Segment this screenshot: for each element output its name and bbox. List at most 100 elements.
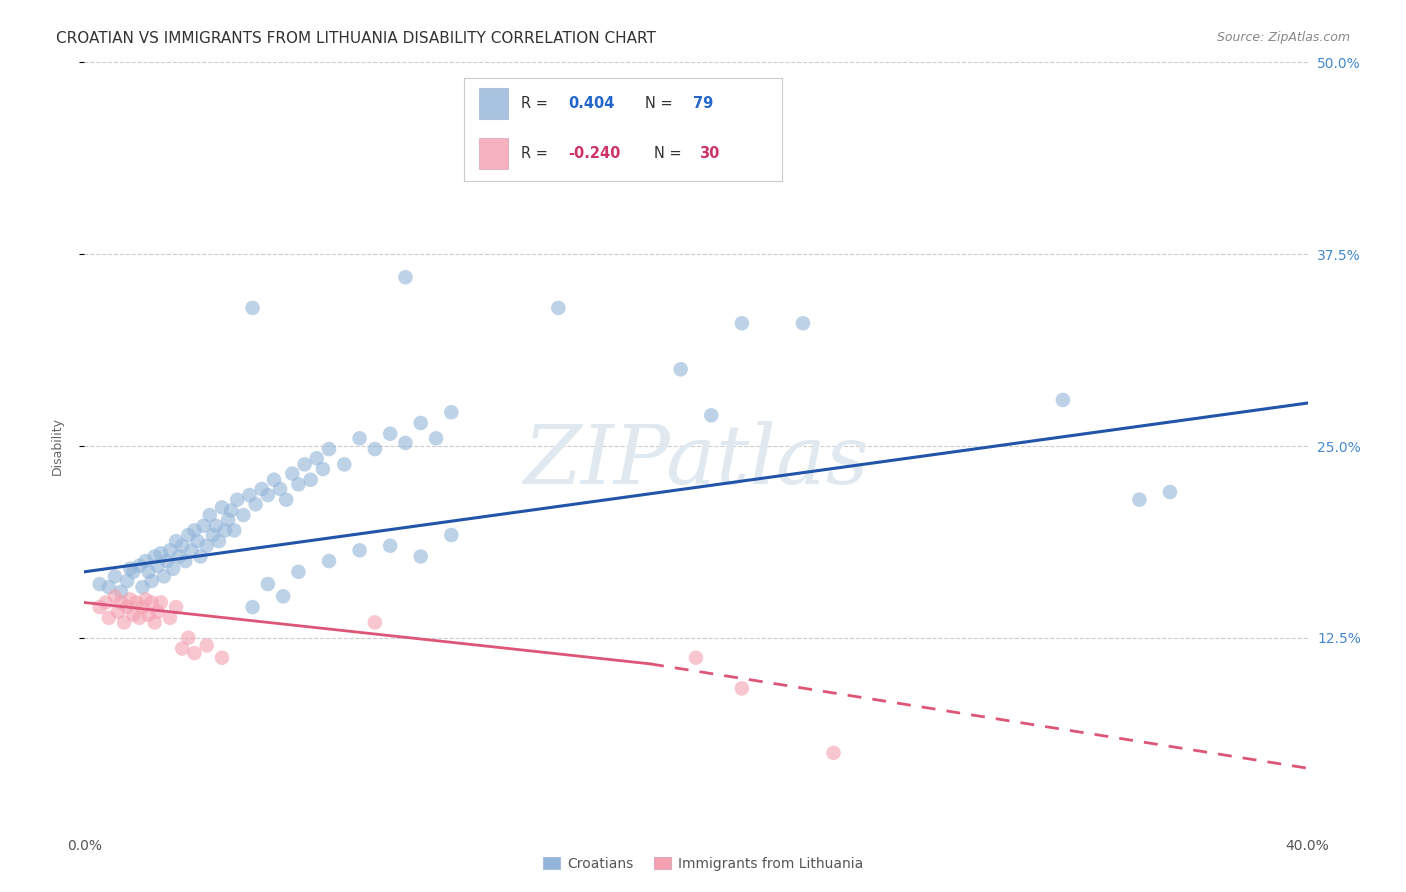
Point (1128, 492, 1150, 507)
Point (380, 539, 402, 553)
Point (193, 518, 215, 533)
Point (138, 565, 160, 579)
Point (172, 539, 194, 553)
Point (208, 534, 231, 549)
Point (349, 431, 371, 445)
Point (195, 539, 218, 553)
Point (125, 595, 148, 609)
Point (138, 607, 160, 622)
Point (224, 524, 246, 538)
Point (669, 362, 692, 376)
Point (135, 592, 157, 607)
Point (425, 431, 447, 445)
Point (146, 558, 169, 573)
Y-axis label: Disability: Disability (51, 417, 63, 475)
Point (226, 492, 249, 507)
Point (685, 650, 707, 665)
Point (394, 270, 416, 285)
Point (172, 641, 194, 656)
Point (177, 631, 200, 645)
Point (547, 301, 569, 315)
Point (364, 442, 387, 456)
Point (128, 611, 150, 625)
Point (257, 488, 280, 502)
Point (135, 554, 157, 568)
Point (167, 549, 190, 564)
Point (394, 436, 416, 450)
Point (146, 605, 169, 619)
Point (211, 650, 233, 665)
Point (149, 595, 172, 609)
Point (250, 482, 273, 496)
Point (219, 503, 242, 517)
Point (143, 615, 166, 630)
Point (107, 605, 129, 619)
Point (731, 316, 754, 330)
Point (143, 549, 166, 564)
Point (177, 528, 200, 542)
Point (120, 592, 142, 607)
Point (211, 500, 233, 515)
Point (281, 467, 304, 481)
Point (312, 462, 335, 476)
Text: CROATIAN VS IMMIGRANTS FROM LITHUANIA DISABILITY CORRELATION CHART: CROATIAN VS IMMIGRANTS FROM LITHUANIA DI… (56, 31, 657, 46)
Point (122, 565, 145, 579)
Point (263, 473, 285, 487)
Point (269, 482, 291, 496)
Point (195, 639, 218, 653)
Point (276, 492, 298, 507)
Point (287, 565, 309, 579)
Point (165, 600, 187, 615)
Point (1052, 392, 1074, 407)
Point (318, 442, 340, 456)
Point (120, 562, 142, 576)
Point (349, 543, 371, 558)
Point (214, 524, 236, 538)
Point (409, 416, 432, 430)
Point (205, 518, 228, 533)
Point (232, 508, 254, 522)
Point (409, 549, 432, 564)
Point (174, 554, 197, 568)
Point (115, 600, 138, 615)
Point (380, 426, 402, 441)
Point (242, 600, 264, 615)
Point (122, 607, 145, 622)
Point (89, 577, 111, 591)
Point (165, 534, 187, 549)
Point (333, 458, 356, 472)
Point (287, 477, 309, 491)
Point (180, 543, 202, 558)
Point (115, 574, 138, 588)
Point (112, 615, 135, 630)
Point (792, 316, 814, 330)
Point (217, 513, 239, 527)
Point (318, 554, 340, 568)
Point (149, 546, 172, 560)
Point (183, 646, 205, 660)
Point (141, 595, 163, 609)
Point (97, 580, 120, 594)
Point (153, 569, 176, 583)
Point (242, 301, 264, 315)
Point (245, 497, 267, 511)
Point (198, 508, 221, 522)
Point (183, 524, 205, 538)
Point (110, 595, 132, 609)
Point (110, 584, 132, 599)
Point (1159, 485, 1181, 500)
Point (94, 595, 117, 609)
Point (238, 488, 260, 502)
Point (104, 590, 127, 604)
Point (131, 600, 153, 615)
Point (89, 600, 111, 615)
Point (156, 554, 179, 568)
Point (104, 569, 127, 583)
Point (128, 558, 150, 573)
Point (271, 590, 294, 604)
Point (257, 577, 280, 591)
Point (201, 528, 224, 542)
Text: Source: ZipAtlas.com: Source: ZipAtlas.com (1216, 31, 1350, 45)
Point (731, 681, 754, 696)
Point (700, 409, 723, 423)
